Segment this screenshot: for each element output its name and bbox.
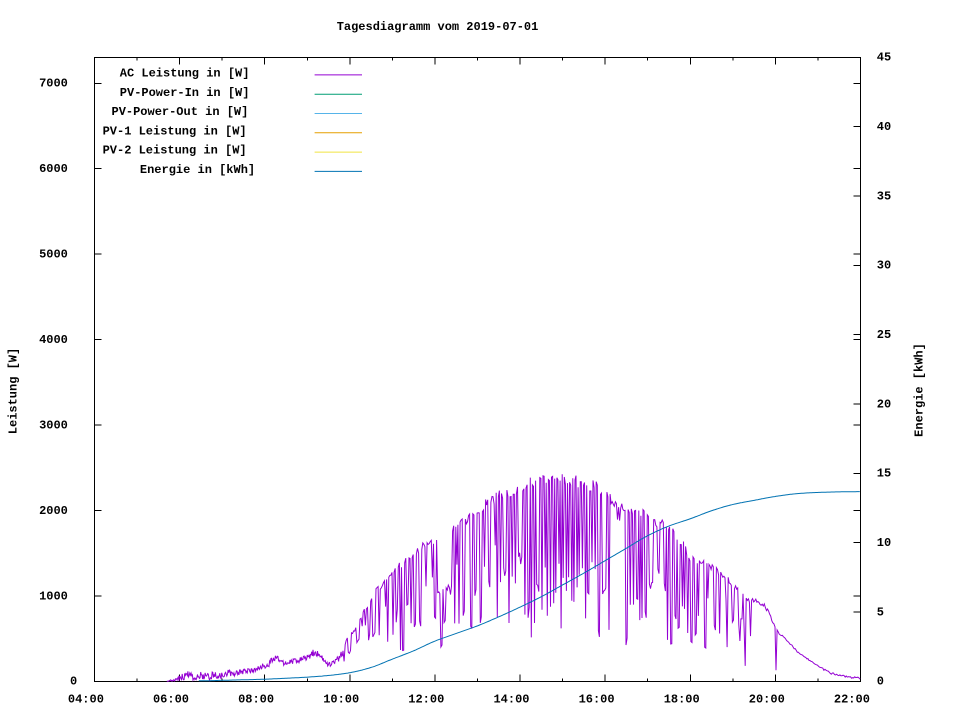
svg-text:20: 20 [877, 397, 891, 411]
svg-text:Leistung [W]: Leistung [W] [6, 348, 20, 434]
svg-text:35: 35 [877, 189, 891, 203]
svg-text:40: 40 [877, 120, 891, 134]
svg-text:06:00: 06:00 [153, 693, 189, 707]
svg-text:PV-Power-In in [W]: PV-Power-In in [W] [120, 86, 250, 100]
svg-text:3000: 3000 [39, 418, 68, 432]
svg-text:30: 30 [877, 259, 891, 273]
svg-text:Energie [kWh]: Energie [kWh] [913, 343, 927, 437]
svg-text:22:00: 22:00 [834, 693, 870, 707]
svg-text:5: 5 [877, 605, 884, 619]
svg-text:0: 0 [877, 675, 884, 689]
svg-text:14:00: 14:00 [493, 693, 529, 707]
svg-text:12:00: 12:00 [408, 693, 444, 707]
svg-text:45: 45 [877, 51, 891, 65]
svg-text:4000: 4000 [39, 333, 68, 347]
svg-text:25: 25 [877, 328, 891, 342]
svg-text:08:00: 08:00 [238, 693, 274, 707]
svg-text:20:00: 20:00 [749, 693, 785, 707]
svg-text:PV-Power-Out in [W]: PV-Power-Out in [W] [112, 105, 249, 119]
svg-text:6000: 6000 [39, 162, 68, 176]
svg-text:Energie in [kWh]: Energie in [kWh] [140, 163, 255, 177]
svg-text:10:00: 10:00 [323, 693, 359, 707]
svg-text:15: 15 [877, 467, 891, 481]
svg-text:PV-1 Leistung in [W]: PV-1 Leistung in [W] [103, 124, 247, 138]
svg-text:16:00: 16:00 [579, 693, 615, 707]
svg-text:0: 0 [70, 675, 77, 689]
svg-text:7000: 7000 [39, 77, 68, 91]
svg-text:10: 10 [877, 536, 891, 550]
svg-text:2000: 2000 [39, 504, 68, 518]
svg-text:Tagesdiagramm vom 2019-07-01: Tagesdiagramm vom 2019-07-01 [337, 20, 539, 34]
svg-text:1000: 1000 [39, 589, 68, 603]
svg-text:04:00: 04:00 [68, 693, 104, 707]
svg-text:PV-2 Leistung in [W]: PV-2 Leistung in [W] [103, 144, 247, 158]
svg-text:AC Leistung in [W]: AC Leistung in [W] [120, 67, 250, 81]
svg-text:18:00: 18:00 [664, 693, 700, 707]
svg-text:5000: 5000 [39, 248, 68, 262]
